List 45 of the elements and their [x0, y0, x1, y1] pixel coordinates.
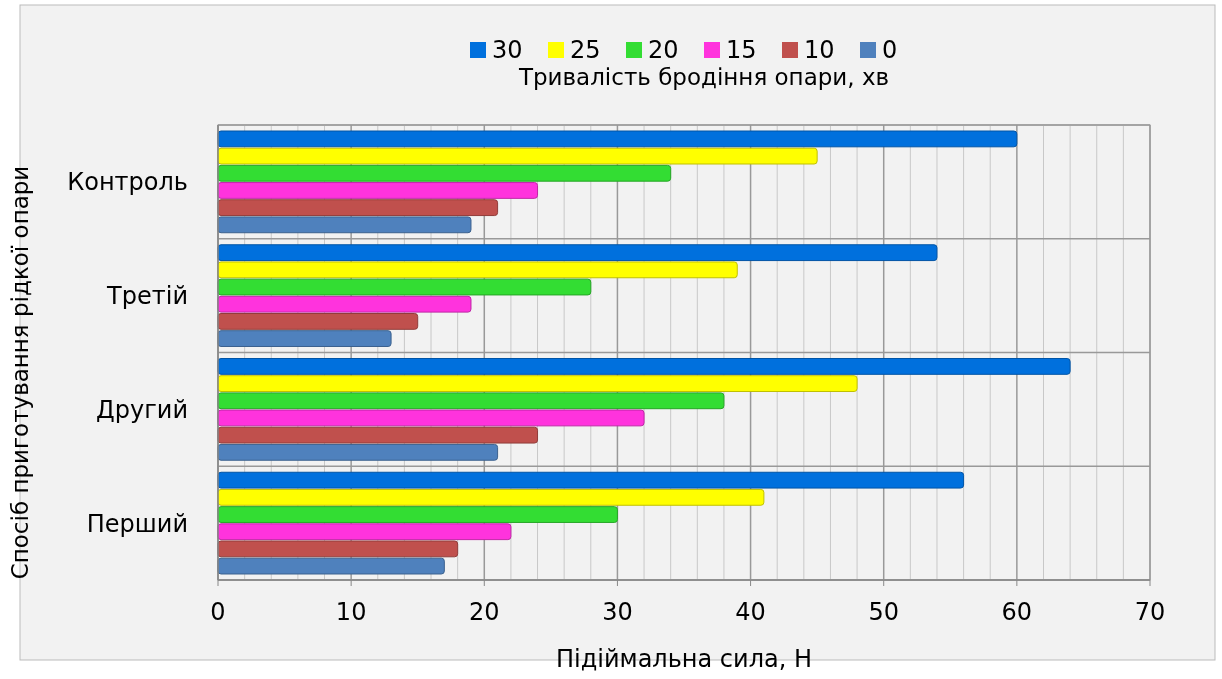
bar	[217, 409, 645, 427]
y-tick-label: Контроль	[67, 168, 188, 197]
bar	[217, 426, 539, 444]
x-tick-label: 50	[868, 598, 899, 626]
bar	[217, 358, 1071, 375]
bar	[217, 506, 618, 523]
bar	[217, 147, 818, 165]
x-tick-label: 10	[335, 598, 367, 626]
y-tick-label: Перший	[86, 509, 188, 538]
bar	[217, 130, 1018, 148]
legend-label: 25	[570, 36, 601, 65]
y-tick-label: Другий	[96, 395, 188, 424]
bar	[217, 199, 499, 217]
x-tick-label: 40	[735, 598, 766, 626]
x-tick-label: 70	[1134, 598, 1166, 626]
x-tick-label: 30	[602, 598, 633, 626]
bar	[217, 330, 392, 347]
legend-label: 0	[882, 36, 898, 65]
bar	[217, 523, 512, 541]
bar	[217, 295, 472, 313]
bar	[217, 375, 858, 393]
x-tick-label: 60	[1001, 598, 1033, 626]
x-axis-title: Підіймальна сила, Н	[555, 645, 813, 673]
legend-title: Тривалість бродіння опари, хв	[517, 64, 890, 90]
bar	[217, 216, 472, 234]
x-tick-label: 20	[469, 598, 500, 626]
legend-label: 20	[648, 36, 679, 65]
x-tick-label: 0	[210, 598, 226, 626]
bar	[217, 182, 539, 199]
bar	[217, 488, 765, 506]
legend-label: 15	[726, 36, 757, 65]
y-axis-title: Спосіб приготування рідкої опари	[7, 165, 33, 580]
bar	[217, 164, 672, 182]
bar	[217, 244, 938, 262]
legend-label: 30	[492, 36, 523, 65]
y-tick-label: Третій	[106, 282, 188, 311]
bar	[217, 261, 738, 279]
bar	[217, 392, 725, 410]
bar	[217, 471, 965, 489]
legend-label: 10	[804, 36, 835, 65]
bar	[217, 278, 592, 296]
bar	[217, 313, 419, 330]
bar	[217, 443, 499, 461]
bar	[217, 540, 459, 558]
bar	[217, 557, 445, 575]
